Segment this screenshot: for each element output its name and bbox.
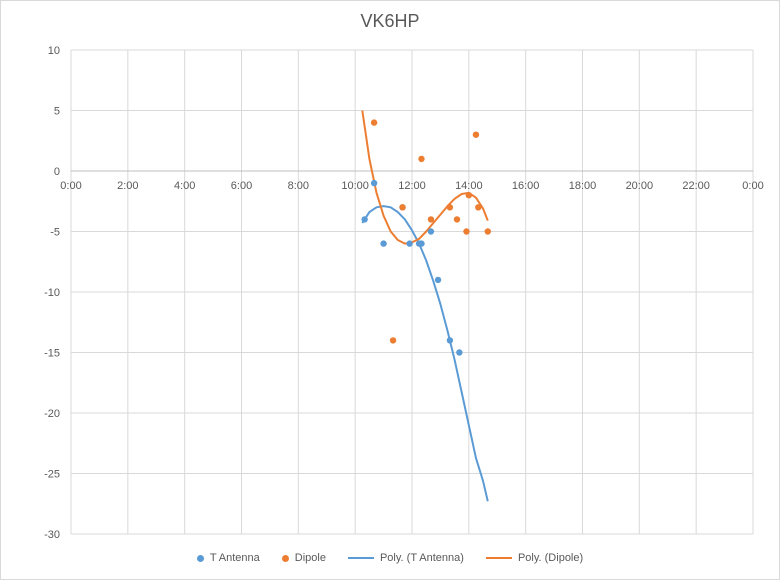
legend-label-poly-dipole: Poly. (Dipole)	[517, 552, 584, 564]
data-point-dipole	[475, 204, 482, 211]
y-tick-label: -25	[44, 469, 60, 481]
x-tick-label: 22:00	[682, 180, 710, 192]
x-tick-label: 2:00	[117, 180, 138, 192]
data-point-t-antenna	[456, 349, 463, 356]
legend-item-poly-t-antenna: Poly. (T Antenna)	[347, 552, 464, 564]
chart-legend: T Antenna Dipole Poly. (T Antenna) Poly.…	[0, 552, 780, 564]
data-point-dipole	[399, 204, 406, 211]
data-point-dipole	[446, 204, 454, 211]
x-tick-label: 6:00	[231, 180, 252, 192]
y-tick-label: -15	[44, 348, 60, 360]
legend-label-dipole: Dipole	[294, 552, 326, 564]
legend-marker-t-antenna	[196, 554, 204, 562]
legend-marker-poly-dipole	[485, 557, 512, 559]
legend-item-dipole: Dipole	[281, 552, 326, 564]
data-point-dipole	[370, 119, 378, 126]
legend-label-t-antenna: T Antenna	[209, 552, 260, 564]
data-point-dipole	[484, 228, 491, 235]
x-tick-label: 4:00	[174, 180, 195, 192]
data-point-dipole	[465, 192, 473, 199]
x-tick-label: 16:00	[512, 180, 540, 192]
data-point-dipole	[427, 216, 435, 223]
y-tick-label: -5	[50, 227, 60, 239]
x-tick-label: 18:00	[569, 180, 597, 192]
y-tick-label: 0	[54, 166, 60, 178]
data-point-dipole	[389, 337, 397, 344]
x-tick-label: 0:00	[742, 180, 763, 192]
x-tick-label: 20:00	[626, 180, 654, 192]
trendline-t-antenna	[361, 205, 489, 502]
legend-marker-poly-t-antenna	[347, 557, 374, 559]
data-point-t-antenna	[427, 228, 435, 235]
data-point-t-antenna	[446, 337, 454, 344]
legend-item-poly-dipole: Poly. (Dipole)	[485, 552, 584, 564]
data-point-dipole	[472, 131, 480, 138]
x-tick-label: 12:00	[398, 180, 426, 192]
y-tick-label: -10	[44, 287, 60, 299]
data-point-t-antenna	[434, 276, 442, 284]
x-tick-label: 8:00	[288, 180, 309, 192]
y-tick-label: 5	[54, 106, 60, 118]
data-point-dipole	[418, 155, 425, 163]
x-tick-label: 0:00	[60, 180, 81, 192]
chart-title: VK6HP	[360, 11, 420, 31]
data-point-t-antenna	[370, 179, 378, 187]
legend-item-t-antenna: T Antenna	[196, 552, 260, 564]
y-tick-label: -30	[44, 529, 60, 541]
data-point-t-antenna	[418, 240, 425, 247]
data-point-t-antenna	[406, 240, 413, 247]
x-tick-label: 10:00	[341, 180, 369, 192]
legend-label-poly-t-antenna: Poly. (T Antenna)	[379, 552, 464, 564]
y-tick-label: 10	[48, 45, 60, 57]
data-point-dipole	[453, 216, 461, 223]
x-tick-label: 14:00	[455, 180, 483, 192]
data-point-dipole	[463, 228, 470, 235]
y-tick-label: -20	[44, 408, 60, 420]
data-point-t-antenna	[380, 240, 387, 247]
legend-marker-dipole	[281, 554, 289, 562]
data-point-t-antenna	[361, 216, 368, 223]
